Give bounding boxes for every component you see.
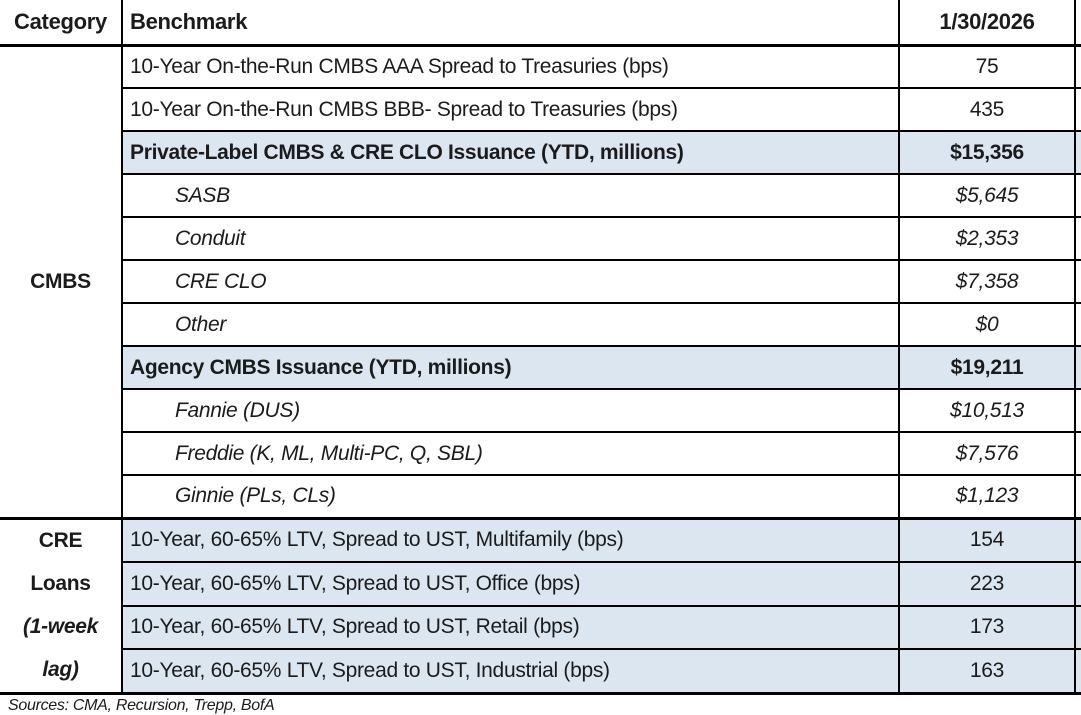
value-cell: $2,353 bbox=[898, 216, 1076, 261]
value-cell: 435 bbox=[898, 87, 1076, 132]
value-cell: $7,358 bbox=[898, 259, 1076, 304]
sources-note: Sources: CMA, Recursion, Trepp, BofA bbox=[0, 693, 1081, 715]
value-cell: $10,513 bbox=[898, 388, 1076, 433]
benchmark-cell: Fannie (DUS) bbox=[121, 388, 900, 433]
edge-cell bbox=[1074, 388, 1081, 433]
table-row: CMBS 10-Year On-the-Run CMBS AAA Spread … bbox=[0, 44, 1081, 520]
table-row-subitem: Ginnie (PLs, CLs) $1,123 bbox=[0, 474, 1081, 520]
benchmark-cell: Conduit bbox=[121, 216, 900, 261]
category-cell-cmbs: CMBS bbox=[0, 44, 123, 520]
edge-cell bbox=[1074, 302, 1081, 347]
footer-row: Sources: CMA, Recursion, Trepp, BofA bbox=[0, 693, 1081, 715]
edge-cell bbox=[1074, 130, 1081, 175]
table-row-subitem: CRE CLO $7,358 bbox=[0, 259, 1081, 304]
value-cell: $15,356 bbox=[898, 130, 1076, 175]
benchmark-cell: 10-Year On-the-Run CMBS BBB- Spread to T… bbox=[121, 87, 900, 132]
edge-cell bbox=[1074, 431, 1081, 476]
header-row: Category Benchmark 1/30/2026 bbox=[0, 0, 1081, 47]
benchmark-cell: 10-Year On-the-Run CMBS AAA Spread to Tr… bbox=[121, 44, 900, 89]
edge-cell bbox=[1074, 44, 1081, 89]
header-edge-cell bbox=[1074, 0, 1081, 47]
category-cell-cre-loans: CRE Loans (1-week lag) bbox=[0, 517, 123, 695]
table-row-section-header: Agency CMBS Issuance (YTD, millions) $19… bbox=[0, 345, 1081, 390]
edge-cell bbox=[1074, 87, 1081, 132]
table-row-subitem: Other $0 bbox=[0, 302, 1081, 347]
table-row: 10-Year, 60-65% LTV, Spread to UST, Offi… bbox=[0, 560, 1081, 607]
value-cell: 173 bbox=[898, 604, 1076, 651]
benchmark-cell: CRE CLO bbox=[121, 259, 900, 304]
value-cell: $19,211 bbox=[898, 345, 1076, 390]
table-row-subitem: Freddie (K, ML, Multi-PC, Q, SBL) $7,576 bbox=[0, 431, 1081, 476]
value-cell: 223 bbox=[898, 560, 1076, 607]
benchmark-cell: 10-Year, 60-65% LTV, Spread to UST, Mult… bbox=[121, 517, 900, 563]
benchmark-cell: Ginnie (PLs, CLs) bbox=[121, 474, 900, 520]
value-cell: 163 bbox=[898, 648, 1076, 695]
edge-cell bbox=[1074, 216, 1081, 261]
table-row: 10-Year, 60-65% LTV, Spread to UST, Indu… bbox=[0, 648, 1081, 695]
benchmark-cell: 10-Year, 60-65% LTV, Spread to UST, Reta… bbox=[121, 604, 900, 651]
column-header-date: 1/30/2026 bbox=[898, 0, 1076, 47]
table-row: 10-Year, 60-65% LTV, Spread to UST, Reta… bbox=[0, 604, 1081, 651]
edge-cell bbox=[1074, 259, 1081, 304]
edge-cell bbox=[1074, 173, 1081, 218]
benchmark-cell: Freddie (K, ML, Multi-PC, Q, SBL) bbox=[121, 431, 900, 476]
table-row: CRE Loans (1-week lag) 10-Year, 60-65% L… bbox=[0, 517, 1081, 695]
category-line: lag) bbox=[42, 658, 79, 681]
benchmark-cell: 10-Year, 60-65% LTV, Spread to UST, Indu… bbox=[121, 648, 900, 695]
value-cell: $7,576 bbox=[898, 431, 1076, 476]
edge-cell bbox=[1074, 517, 1081, 563]
category-line: Loans bbox=[30, 572, 91, 595]
table-row-section-header: Private-Label CMBS & CRE CLO Issuance (Y… bbox=[0, 130, 1081, 175]
value-cell: 75 bbox=[898, 44, 1076, 89]
benchmark-cell: SASB bbox=[121, 173, 900, 218]
column-header-benchmark: Benchmark bbox=[121, 0, 900, 47]
value-cell: 154 bbox=[898, 517, 1076, 563]
benchmark-cell: Other bbox=[121, 302, 900, 347]
edge-cell bbox=[1074, 560, 1081, 607]
benchmark-cell: 10-Year, 60-65% LTV, Spread to UST, Offi… bbox=[121, 560, 900, 607]
table-row-subitem: Conduit $2,353 bbox=[0, 216, 1081, 261]
benchmark-cell: Agency CMBS Issuance (YTD, millions) bbox=[121, 345, 900, 390]
edge-cell bbox=[1074, 345, 1081, 390]
category-line: CRE bbox=[38, 529, 83, 552]
value-cell: $1,123 bbox=[898, 474, 1076, 520]
value-cell: $5,645 bbox=[898, 173, 1076, 218]
table-row-subitem: SASB $5,645 bbox=[0, 173, 1081, 218]
table-row: 10-Year On-the-Run CMBS BBB- Spread to T… bbox=[0, 87, 1081, 132]
benchmark-cell: Private-Label CMBS & CRE CLO Issuance (Y… bbox=[121, 130, 900, 175]
table-row-subitem: Fannie (DUS) $10,513 bbox=[0, 388, 1081, 433]
column-header-category: Category bbox=[0, 0, 123, 47]
edge-cell bbox=[1074, 604, 1081, 651]
category-line: (1-week bbox=[23, 615, 98, 638]
edge-cell bbox=[1074, 474, 1081, 520]
edge-cell bbox=[1074, 648, 1081, 695]
value-cell: $0 bbox=[898, 302, 1076, 347]
